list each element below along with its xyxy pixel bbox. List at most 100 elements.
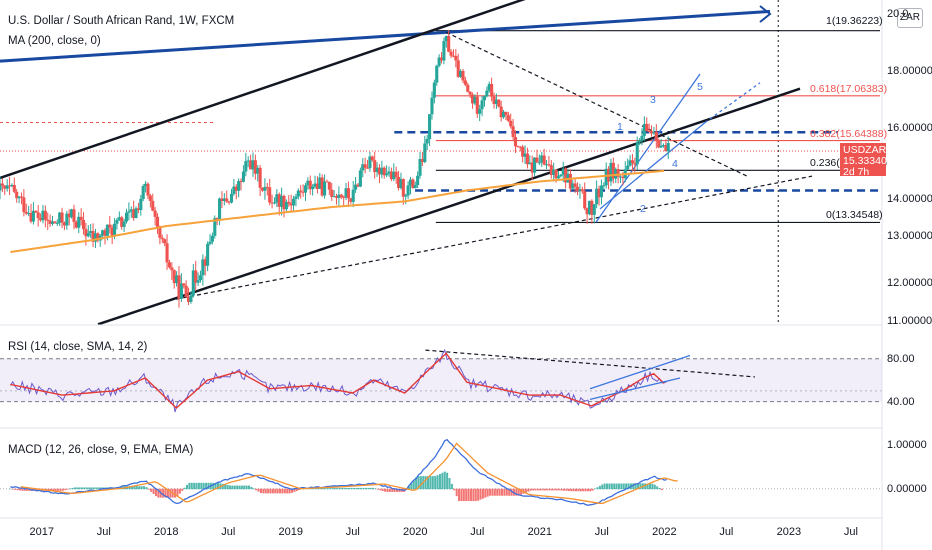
candle-body [480,100,484,110]
time-tick-label: 2020 [403,526,428,538]
macd-histogram-bar [333,488,336,490]
candle-body [654,131,658,141]
candle-body [590,200,594,215]
macd-histogram-bar [245,485,248,490]
candle-body [630,160,634,164]
candle-body [556,176,561,179]
candle-body [105,224,109,236]
macd-histogram-bar [97,487,100,490]
fib-label: 0(13.34548) [826,209,883,221]
macd-histogram-bar [455,488,458,497]
candle-body [614,169,618,179]
candle-body [408,179,413,186]
candle-body [444,36,448,42]
macd-histogram-bar [140,486,143,490]
macd-histogram-bar [353,487,356,490]
candle-body [468,91,472,95]
candle-body [406,185,410,196]
candle-body [418,159,422,176]
candle-body [237,181,241,191]
macd-histogram-bar [66,488,69,490]
candle-body [249,160,253,170]
macd-histogram-bar [145,487,148,490]
macd-histogram-bar [85,487,88,490]
candle-body [10,184,14,187]
candle-body [19,196,24,198]
channel-upper-line [0,0,526,180]
macd-histogram-bar [162,488,165,498]
candle-body [616,169,620,177]
candle-body [368,156,372,169]
candle-body [201,259,205,276]
currency-badge[interactable]: ZAR [897,8,923,28]
candle-body [416,175,420,186]
candle-body [84,229,88,237]
time-tick-label: Jul [843,526,858,538]
macd-histogram-bar [555,488,558,491]
candle-body [27,212,31,214]
macd-histogram-bar [396,488,399,492]
candle-body [564,168,568,183]
pattern-drawings[interactable] [425,349,756,401]
candle-body [175,275,179,284]
candle-body [7,185,12,187]
rsi-ma-line [10,352,665,409]
candle-body [604,168,608,186]
macd-histogram-bar [577,488,580,492]
candle-body [292,198,296,206]
candle-body [167,262,171,268]
macd-histogram-bar [329,488,332,490]
candle-body [549,165,553,176]
candle-body [244,161,248,172]
macd-histogram-bar [150,488,153,492]
macd-histogram-bar [252,488,255,490]
candle-body [542,155,546,165]
macd-histogram-bar [367,487,370,490]
rsi-legend[interactable]: RSI (14, close, SMA, 14, 2) [8,341,148,353]
candle-body [339,194,343,198]
candle-body [215,218,219,220]
candle-body [39,218,43,221]
candle-body [470,94,475,104]
candle-body [256,167,260,174]
candle-body [380,167,384,175]
macd-histogram-bar [551,488,554,491]
macd-histogram-bar [615,483,618,490]
candle-body [494,99,498,105]
ma-legend[interactable]: MA (200, close, 0) [8,35,101,47]
candle-body [12,184,16,192]
macd-histogram-bar [536,488,539,491]
elliott-wave-label: 4 [672,158,678,170]
candle-body [635,142,639,165]
candle-body [170,267,174,271]
candle-body [490,83,494,97]
trendline-drawings[interactable] [0,0,880,326]
macd-histogram-bar [35,488,38,491]
candle-body [533,157,537,173]
macd-histogram-bar [598,485,601,490]
elliott-wave-label: 5 [697,81,703,93]
macd-histogram-bar [317,488,320,490]
candle-body [268,187,272,203]
candle-body [258,167,262,188]
macd-histogram-bar [128,486,131,490]
macd-histogram-bar [565,488,568,491]
macd-histogram-bar [23,488,26,491]
macd-histogram-bar [197,482,200,490]
candle-body [389,171,393,180]
candle-body [373,160,377,173]
macd-histogram-bar [579,488,582,492]
candle-body [547,164,551,166]
candle-body [585,208,589,215]
candle-body [475,96,479,114]
candle-body [449,51,453,56]
time-tick-label: 2019 [278,526,304,538]
macd-histogram-bar [469,488,472,502]
candle-body [323,181,327,196]
macd-histogram-bar [14,488,17,490]
macd-legend[interactable]: MACD (12, 26, close, 9, EMA, EMA) [8,444,194,456]
candle-body [652,131,656,134]
macd-histogram-bar [539,488,542,491]
candle-body [232,186,236,194]
